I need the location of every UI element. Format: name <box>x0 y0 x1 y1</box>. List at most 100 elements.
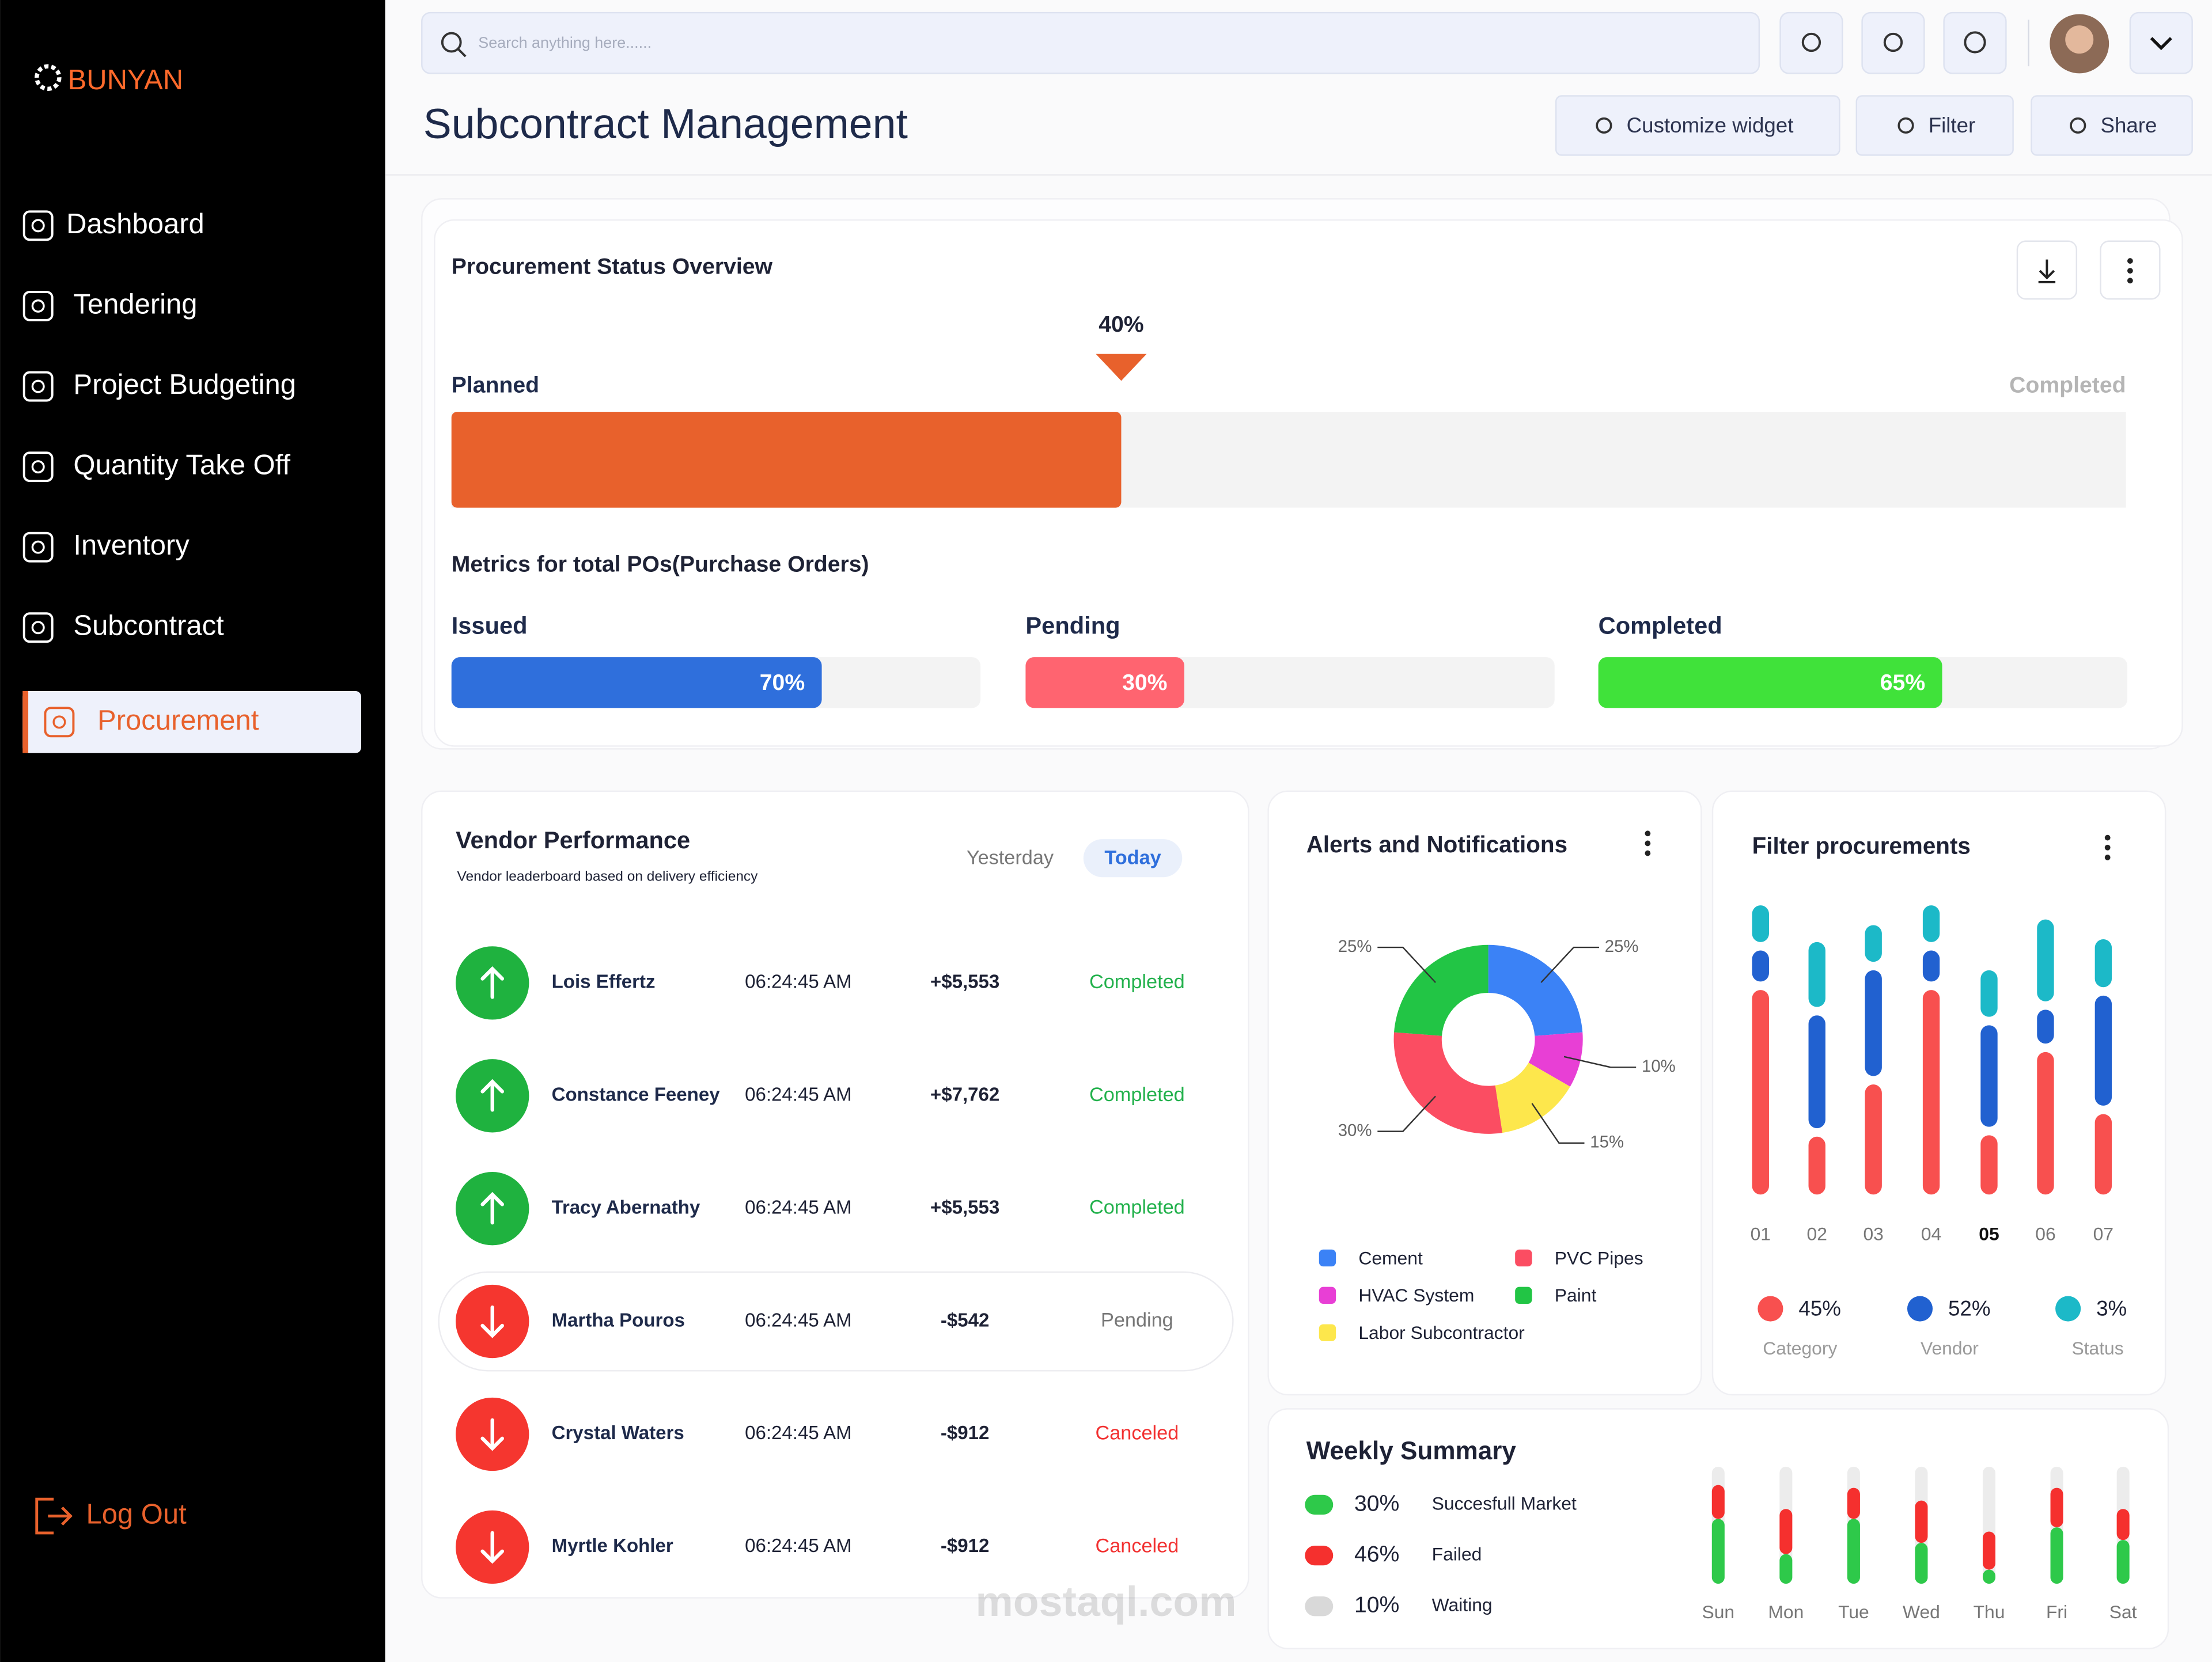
nav-icon <box>22 451 54 483</box>
menu-dot[interactable] <box>1645 850 1651 856</box>
legend-share: 3% <box>2096 1297 2127 1321</box>
nav-icon <box>44 707 75 738</box>
nav-item[interactable]: Quantity Take Off <box>73 450 290 481</box>
menu-dot[interactable] <box>2104 834 2111 841</box>
nav-icon <box>22 612 54 643</box>
day-failed <box>1915 1500 1928 1543</box>
icon-button[interactable] <box>1943 12 2007 74</box>
nav-item[interactable]: Dashboard <box>66 208 204 240</box>
day-success <box>1915 1543 1928 1584</box>
day-label: Fri <box>2046 1602 2067 1622</box>
donut-label: 15% <box>1590 1133 1624 1152</box>
vendor-time: 06:24:45 AM <box>745 972 852 993</box>
nav-item[interactable]: Tendering <box>73 289 197 320</box>
day-failed <box>1711 1485 1725 1519</box>
action-button[interactable] <box>1555 95 1840 156</box>
progress-label: 40% <box>1099 312 1143 337</box>
stacked-bar <box>1808 942 1825 1007</box>
x-label: 06 <box>2035 1224 2055 1244</box>
action-button[interactable] <box>1855 95 2014 156</box>
nav-item[interactable]: Subcontract <box>73 610 224 642</box>
logout[interactable]: Log Out <box>86 1498 187 1530</box>
legend-dot <box>2055 1296 2081 1322</box>
vendor-status: Completed <box>1089 971 1185 993</box>
metrics-title: Metrics for total POs(Purchase Orders) <box>452 552 869 576</box>
chevron <box>2150 37 2172 51</box>
nav-item[interactable]: Procurement <box>97 705 259 736</box>
day-success <box>1779 1554 1793 1584</box>
page-title: Subcontract Management <box>423 100 908 147</box>
action-label: Share <box>2100 113 2157 137</box>
vendor-amount: -$542 <box>941 1310 990 1331</box>
menu-dot[interactable] <box>1645 830 1651 837</box>
action-icon <box>1596 117 1612 134</box>
stacked-bar <box>1922 905 1940 942</box>
day-failed <box>2116 1509 2130 1540</box>
legend-label: Paint <box>1555 1285 1597 1306</box>
legend-name: Category <box>1763 1338 1837 1359</box>
nav-item[interactable]: Inventory <box>73 530 190 561</box>
nav-active-bar <box>22 690 29 753</box>
menu-dot[interactable] <box>2127 278 2133 284</box>
day-failed <box>1847 1488 1860 1519</box>
icon-button[interactable] <box>1779 12 1843 74</box>
day-label: Sun <box>1702 1602 1734 1622</box>
card-subtitle: Vendor leaderboard based on delivery eff… <box>457 869 759 885</box>
menu-dot[interactable] <box>2127 258 2133 264</box>
tab[interactable]: Today <box>1104 847 1161 868</box>
menu-dot[interactable] <box>2104 855 2111 860</box>
icon-button[interactable] <box>1861 12 1925 74</box>
trend-arrow <box>480 1079 505 1112</box>
menu-dot[interactable] <box>1645 840 1651 847</box>
donut-label: 30% <box>1338 1121 1372 1140</box>
trend-arrow <box>480 1305 505 1338</box>
stacked-bar <box>1922 950 1940 982</box>
stacked-bar <box>2094 939 2112 988</box>
progress-end: Completed <box>2009 373 2126 397</box>
nav-icon-dot <box>31 299 45 313</box>
tab-active[interactable] <box>1083 839 1183 878</box>
menu-dot[interactable] <box>2104 844 2111 851</box>
nav-icon <box>22 532 54 563</box>
x-label: 02 <box>1807 1224 1827 1244</box>
legend-swatch <box>1319 1287 1336 1304</box>
donut-segment <box>1495 1063 1570 1133</box>
leader-line <box>1377 946 1436 983</box>
progress-start: Planned <box>452 373 539 397</box>
summary-name: Succesfull Market <box>1432 1493 1577 1513</box>
stacked-bar <box>1865 1084 1882 1195</box>
action-label: Filter <box>1929 113 1976 137</box>
day-success <box>1847 1519 1860 1584</box>
card-title: Weekly Summary <box>1306 1437 1517 1465</box>
progress-fill <box>451 412 1122 508</box>
stacked-bar <box>1808 1136 1825 1195</box>
vendor-amount: +$5,553 <box>930 1197 999 1218</box>
watermark: mostaql.com <box>975 1577 1236 1625</box>
summary-pill <box>1305 1596 1334 1617</box>
tab[interactable]: Yesterday <box>967 847 1054 868</box>
metric-name: Issued <box>452 612 528 639</box>
stacked-bar <box>1865 970 1882 1076</box>
day-label: Mon <box>1768 1602 1804 1622</box>
x-label: 01 <box>1751 1224 1771 1244</box>
legend-share: 52% <box>1948 1297 1991 1321</box>
menu-dot[interactable] <box>2127 268 2133 274</box>
x-label: 03 <box>1863 1224 1883 1244</box>
stacked-bar <box>1808 1015 1825 1129</box>
metric-bar <box>451 657 822 708</box>
search-box[interactable] <box>421 12 1760 74</box>
nav-item[interactable]: Project Budgeting <box>73 369 296 400</box>
nav-active-bg[interactable] <box>22 690 361 753</box>
legend-label: PVC Pipes <box>1555 1247 1643 1268</box>
account-menu[interactable] <box>2129 12 2193 74</box>
stacked-bar <box>1980 1135 1998 1195</box>
summary-pill <box>1305 1545 1334 1566</box>
action-button[interactable] <box>2031 95 2193 156</box>
nav-icon-dot <box>31 460 45 474</box>
action-icon <box>2070 117 2086 134</box>
day-success <box>2050 1527 2063 1584</box>
summary-share: 10% <box>1354 1593 1399 1618</box>
legend-label: Cement <box>1358 1247 1423 1268</box>
donut-label: 25% <box>1338 937 1372 956</box>
